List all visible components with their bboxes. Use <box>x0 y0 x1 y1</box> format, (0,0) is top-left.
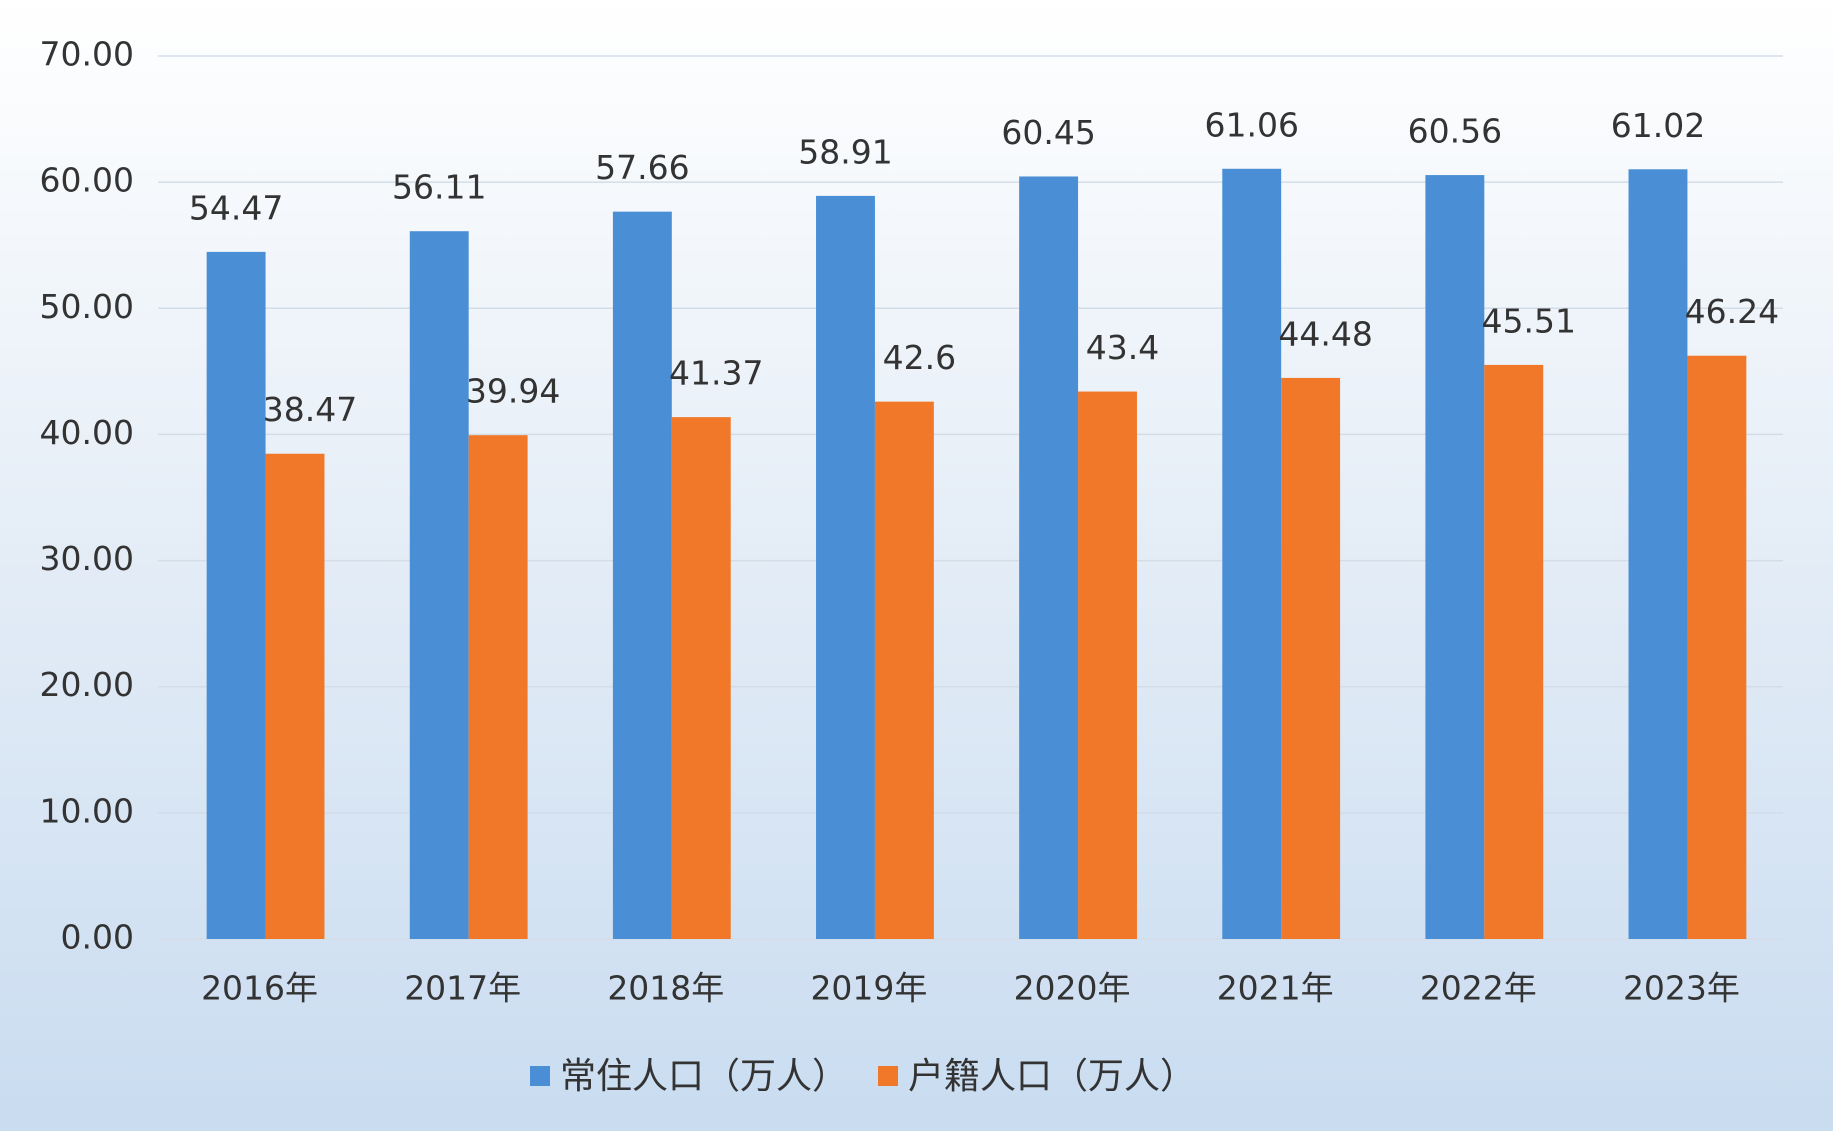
data-label: 42.6 <box>883 338 956 377</box>
legend-swatch <box>878 1066 899 1086</box>
x-tick-label: 2017年 <box>404 969 521 1008</box>
data-label: 43.4 <box>1086 328 1159 367</box>
y-tick-label: 50.00 <box>40 287 134 326</box>
bar <box>612 211 672 939</box>
bar <box>1222 168 1282 939</box>
x-tick-label: 2018年 <box>607 969 724 1008</box>
y-tick-label: 20.00 <box>40 665 134 704</box>
bar <box>468 435 528 939</box>
y-tick-label: 40.00 <box>40 413 134 452</box>
bar <box>816 195 875 939</box>
bar <box>1019 176 1079 939</box>
data-label: 54.47 <box>189 188 283 227</box>
bar <box>265 453 325 939</box>
bar <box>1484 364 1544 940</box>
data-label: 39.94 <box>466 372 560 411</box>
data-label: 60.45 <box>1001 113 1095 152</box>
data-label: 45.51 <box>1482 301 1576 340</box>
legend-swatch <box>530 1066 550 1086</box>
x-tick-label: 2016年 <box>201 969 318 1008</box>
data-label: 61.02 <box>1611 106 1705 145</box>
y-tick-label: 0.00 <box>61 918 134 957</box>
bar <box>206 251 266 940</box>
x-tick-label: 2022年 <box>1420 969 1537 1008</box>
bar <box>1425 175 1485 939</box>
data-label: 46.24 <box>1685 292 1779 331</box>
bar <box>671 417 731 940</box>
bar <box>1281 377 1341 939</box>
data-label: 38.47 <box>263 390 357 429</box>
x-tick-label: 2021年 <box>1217 969 1334 1008</box>
y-tick-label: 10.00 <box>40 791 134 830</box>
data-label: 56.11 <box>392 168 486 207</box>
x-tick-label: 2023年 <box>1623 969 1740 1008</box>
y-tick-label: 70.00 <box>40 35 134 74</box>
legend-label: 常住人口（万人） <box>560 1056 848 1097</box>
bar <box>874 401 934 939</box>
y-tick-label: 30.00 <box>40 539 134 578</box>
data-label: 58.91 <box>798 132 892 171</box>
data-label: 61.06 <box>1204 105 1298 144</box>
legend-label: 户籍人口（万人） <box>908 1056 1196 1097</box>
bar <box>1687 355 1747 939</box>
data-label: 60.56 <box>1408 112 1502 151</box>
bar <box>409 231 469 940</box>
bar <box>1628 169 1688 939</box>
bar <box>1078 391 1137 939</box>
data-label: 41.37 <box>669 354 763 393</box>
data-label: 44.48 <box>1278 314 1372 353</box>
data-label: 57.66 <box>595 148 689 187</box>
y-tick-label: 60.00 <box>40 161 134 200</box>
x-tick-label: 2019年 <box>810 969 927 1008</box>
x-tick-label: 2020年 <box>1014 969 1131 1008</box>
